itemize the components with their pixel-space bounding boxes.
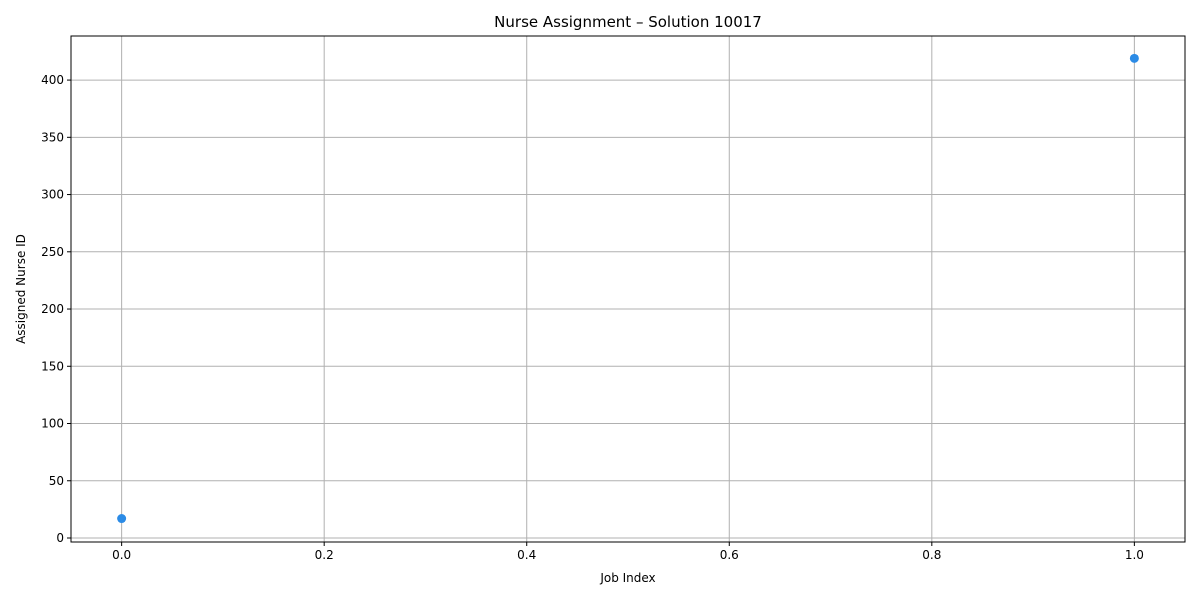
- grid-lines: [71, 36, 1185, 542]
- x-tick-label: 1.0: [1125, 548, 1144, 562]
- y-axis-label: Assigned Nurse ID: [14, 234, 28, 344]
- data-point: [117, 514, 127, 524]
- y-tick-label: 0: [56, 531, 64, 545]
- plot-frame: [70, 35, 1186, 543]
- chart-title: Nurse Assignment – Solution 10017: [494, 13, 762, 31]
- x-tick-label: 0.8: [922, 548, 941, 562]
- y-tick-label: 300: [41, 188, 64, 202]
- x-tick-label: 0.4: [517, 548, 536, 562]
- data-points: [117, 53, 1139, 524]
- y-tick-label: 350: [41, 130, 64, 144]
- x-axis-label: Job Index: [599, 571, 655, 585]
- y-tick-label: 100: [41, 417, 64, 431]
- y-tick-label: 200: [41, 302, 64, 316]
- y-tick-label: 50: [49, 474, 64, 488]
- axis-ticks: 0.0 0.2 0.4 0.6 0.8 1.0 0 50 100 150 200 250 300 350 4…: [41, 73, 1144, 562]
- x-tick-label: 0.6: [720, 548, 739, 562]
- x-tick-label: 0.0: [112, 548, 131, 562]
- y-tick-label: 150: [41, 359, 64, 373]
- y-tick-label: 400: [41, 73, 64, 87]
- x-tick-label: 0.2: [315, 548, 334, 562]
- data-point: [1129, 53, 1139, 63]
- y-tick-label: 250: [41, 245, 64, 259]
